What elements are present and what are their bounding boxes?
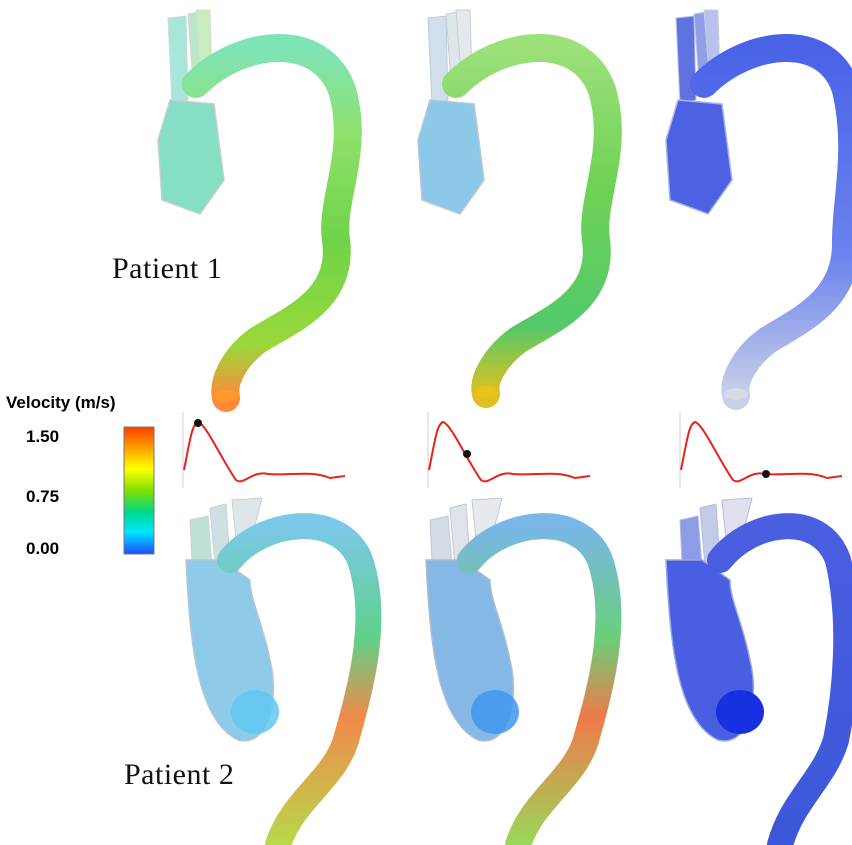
legend-tick-max: 1.50 xyxy=(26,427,60,446)
aorta-patient2-phase2 xyxy=(425,497,622,845)
waveform-phase2 xyxy=(427,412,591,488)
waveform-marker-3 xyxy=(762,470,770,478)
velocity-colorbar xyxy=(123,426,155,555)
legend-title: Velocity (m/s) xyxy=(6,393,116,412)
aorta-patient1-phase1 xyxy=(157,9,362,412)
legend-tick-min: 0.00 xyxy=(26,539,60,558)
aorta-patient1-phase2 xyxy=(417,9,622,408)
legend-tick-mid: 0.75 xyxy=(26,487,60,506)
aorta-patient1-phase3 xyxy=(665,9,852,410)
patient-2-label: Patient 2 xyxy=(124,758,235,791)
waveform-phase1 xyxy=(182,412,346,488)
aorta-patient2-phase1 xyxy=(185,497,382,845)
waveform-phase3 xyxy=(679,412,843,488)
waveform-marker-1 xyxy=(194,419,202,427)
aorta-patient2-phase3 xyxy=(665,497,852,845)
waveform-marker-2 xyxy=(463,450,471,458)
patient-1-label: Patient 1 xyxy=(112,252,223,285)
